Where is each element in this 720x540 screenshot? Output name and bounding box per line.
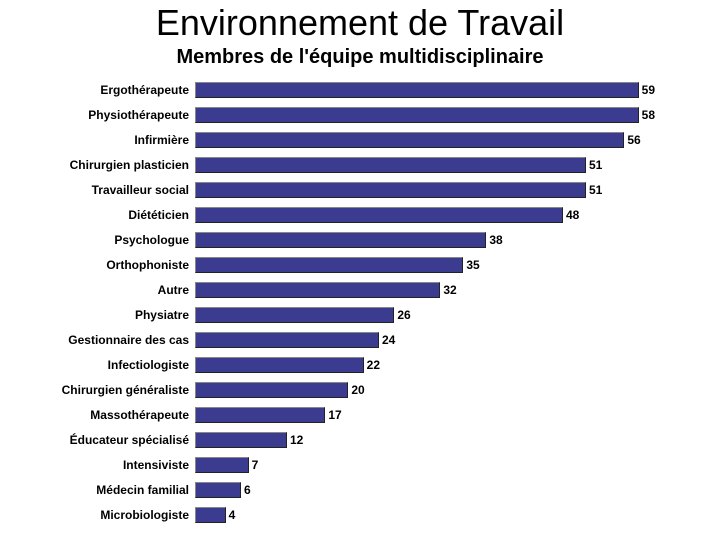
bar-area: 20 [195, 377, 655, 402]
value-label: 51 [586, 158, 602, 172]
bar-chart: Ergothérapeute 59 Physiothérapeute 58 Infirm… [0, 77, 720, 527]
category-label: Ergothérapeute [40, 83, 195, 97]
chart-row: Microbiologiste 4 [40, 502, 690, 527]
chart-row: Chirurgien généraliste 20 [40, 377, 690, 402]
bar [195, 182, 586, 198]
category-label: Intensiviste [40, 458, 195, 472]
value-label: 6 [241, 483, 251, 497]
bar [195, 382, 348, 398]
bar [195, 432, 287, 448]
chart-row: Physiatre 26 [40, 302, 690, 327]
chart-row: Chirurgien plasticien 51 [40, 152, 690, 177]
chart-row: Massothérapeute 17 [40, 402, 690, 427]
bar-area: 26 [195, 302, 655, 327]
bar-area: 22 [195, 352, 655, 377]
bar [195, 207, 563, 223]
bar-area: 38 [195, 227, 655, 252]
bar-area: 59 [195, 77, 655, 102]
value-label: 20 [348, 383, 364, 397]
bar [195, 107, 639, 123]
value-label: 12 [287, 433, 303, 447]
chart-row: Autre 32 [40, 277, 690, 302]
category-label: Médecin familial [40, 483, 195, 497]
bar [195, 257, 463, 273]
chart-row: Éducateur spécialisé 12 [40, 427, 690, 452]
page-subtitle: Membres de l'équipe multidisciplinaire [0, 44, 720, 77]
chart-row: Psychologue 38 [40, 227, 690, 252]
category-label: Diététicien [40, 208, 195, 222]
category-label: Physiatre [40, 308, 195, 322]
value-label: 22 [364, 358, 380, 372]
bar-area: 4 [195, 502, 655, 527]
page-title: Environnement de Travail [0, 0, 720, 44]
bar-area: 35 [195, 252, 655, 277]
value-label: 56 [624, 133, 640, 147]
value-label: 58 [639, 108, 655, 122]
category-label: Autre [40, 283, 195, 297]
category-label: Travailleur social [40, 183, 195, 197]
bar-area: 51 [195, 177, 655, 202]
value-label: 48 [563, 208, 579, 222]
bar-area: 56 [195, 127, 655, 152]
bar [195, 232, 486, 248]
category-label: Chirurgien plasticien [40, 158, 195, 172]
bar [195, 457, 249, 473]
bar-area: 6 [195, 477, 655, 502]
category-label: Infirmière [40, 133, 195, 147]
bar-area: 12 [195, 427, 655, 452]
category-label: Chirurgien généraliste [40, 383, 195, 397]
chart-row: Infectiologiste 22 [40, 352, 690, 377]
value-label: 38 [486, 233, 502, 247]
bar-area: 48 [195, 202, 655, 227]
chart-row: Ergothérapeute 59 [40, 77, 690, 102]
value-label: 35 [463, 258, 479, 272]
bar [195, 507, 226, 523]
value-label: 26 [394, 308, 410, 322]
value-label: 32 [440, 283, 456, 297]
chart-row: Intensiviste 7 [40, 452, 690, 477]
chart-row: Gestionnaire des cas 24 [40, 327, 690, 352]
bar-area: 24 [195, 327, 655, 352]
bar [195, 407, 325, 423]
category-label: Physiothérapeute [40, 108, 195, 122]
bar [195, 282, 440, 298]
category-label: Gestionnaire des cas [40, 333, 195, 347]
value-label: 4 [226, 508, 236, 522]
bar [195, 82, 639, 98]
bar [195, 157, 586, 173]
value-label: 51 [586, 183, 602, 197]
chart-row: Infirmière 56 [40, 127, 690, 152]
bar [195, 332, 379, 348]
chart-row: Diététicien 48 [40, 202, 690, 227]
category-label: Infectiologiste [40, 358, 195, 372]
value-label: 17 [325, 408, 341, 422]
bar-area: 17 [195, 402, 655, 427]
bar-area: 32 [195, 277, 655, 302]
value-label: 59 [639, 83, 655, 97]
bar-area: 51 [195, 152, 655, 177]
bar [195, 357, 364, 373]
chart-row: Travailleur social 51 [40, 177, 690, 202]
bar [195, 307, 394, 323]
category-label: Psychologue [40, 233, 195, 247]
bar [195, 132, 624, 148]
bar [195, 482, 241, 498]
bar-area: 58 [195, 102, 655, 127]
category-label: Orthophoniste [40, 258, 195, 272]
category-label: Massothérapeute [40, 408, 195, 422]
category-label: Éducateur spécialisé [40, 433, 195, 447]
chart-row: Médecin familial 6 [40, 477, 690, 502]
chart-row: Physiothérapeute 58 [40, 102, 690, 127]
chart-row: Orthophoniste 35 [40, 252, 690, 277]
value-label: 24 [379, 333, 395, 347]
bar-area: 7 [195, 452, 655, 477]
value-label: 7 [249, 458, 259, 472]
category-label: Microbiologiste [40, 508, 195, 522]
